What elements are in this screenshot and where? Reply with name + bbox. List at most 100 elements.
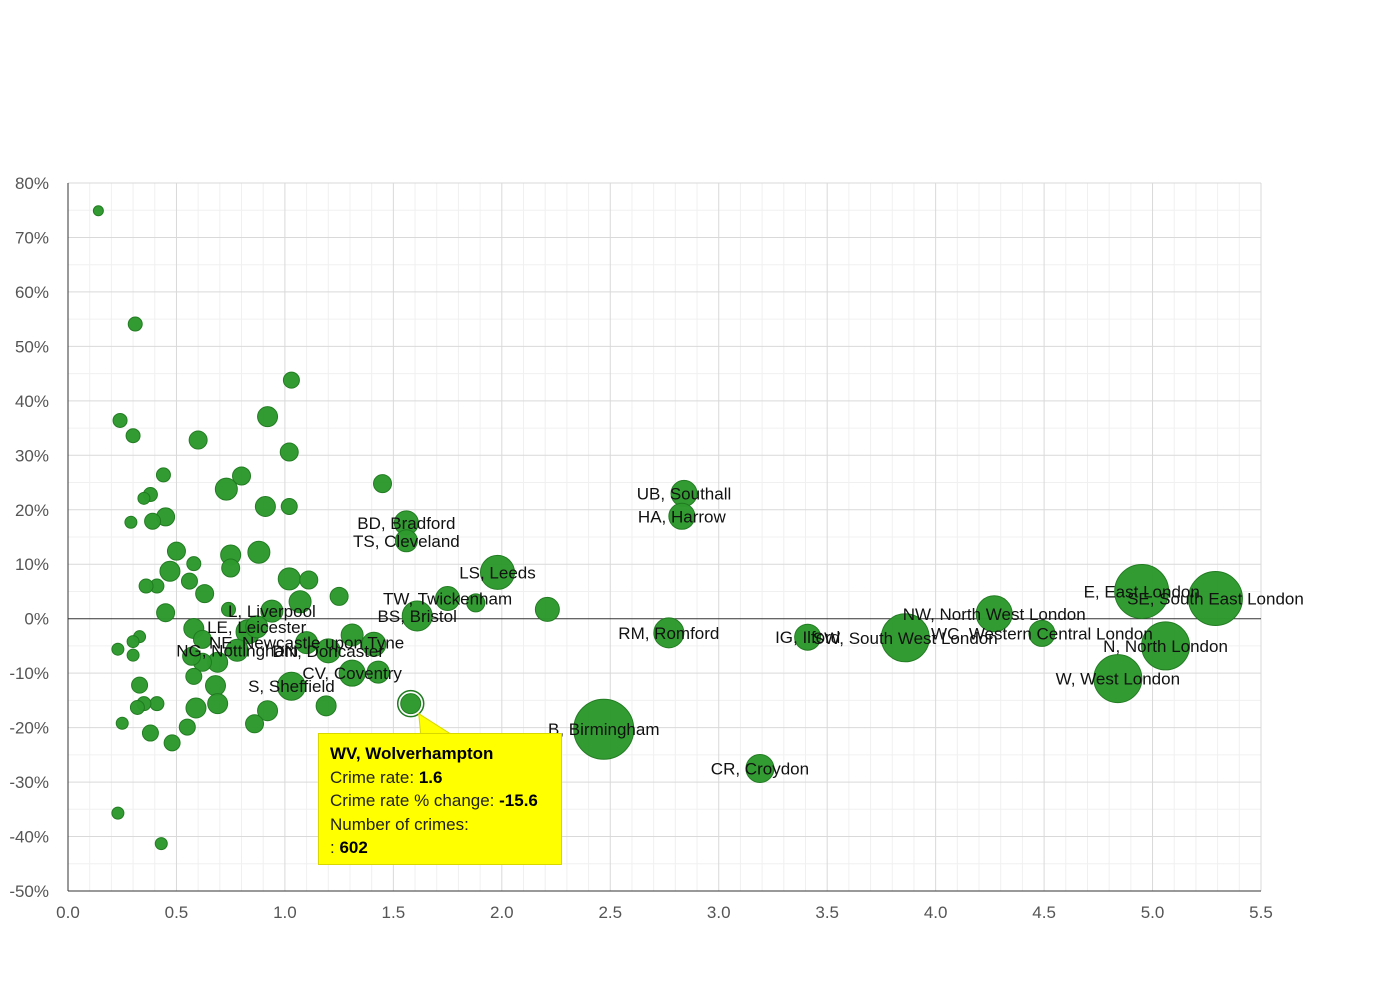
data-bubble xyxy=(245,714,265,734)
data-bubble xyxy=(260,599,284,623)
bubble-label: DN, Doncaster xyxy=(273,642,385,661)
data-bubble xyxy=(880,613,930,663)
data-bubble xyxy=(221,601,237,617)
tooltip-change-row: Crime rate % change: -15.6 xyxy=(330,789,550,813)
bubble-label: BS, Bristol xyxy=(378,607,457,626)
data-bubble xyxy=(111,642,125,656)
data-bubble xyxy=(573,698,635,760)
tooltip-change-label: Crime rate % change: xyxy=(330,791,495,810)
data-bubble xyxy=(257,406,279,428)
data-bubble xyxy=(195,584,215,604)
data-bubble xyxy=(1114,563,1170,619)
data-bubble xyxy=(534,596,560,622)
data-bubble xyxy=(401,600,433,632)
data-bubble xyxy=(245,615,269,639)
data-bubble xyxy=(188,430,208,450)
y-tick-label: -30% xyxy=(9,773,49,792)
y-tick-label: 0% xyxy=(24,610,49,629)
x-tick-label: 3.0 xyxy=(707,903,731,922)
data-bubble xyxy=(115,716,129,730)
data-bubble xyxy=(159,560,181,582)
x-tick-label: 2.5 xyxy=(598,903,622,922)
data-bubble xyxy=(221,558,241,578)
bubble-label: N, North London xyxy=(1103,637,1228,656)
data-bubble xyxy=(124,515,138,529)
data-bubble xyxy=(295,631,319,655)
data-bubble xyxy=(257,700,279,722)
data-bubble xyxy=(400,693,422,715)
tooltip-count-value: 602 xyxy=(339,838,368,857)
x-tick-label: 0.0 xyxy=(56,903,80,922)
data-bubble xyxy=(794,623,822,651)
data-bubble xyxy=(125,428,141,444)
bubble-label: UB, Southall xyxy=(637,484,732,503)
y-tick-label: 60% xyxy=(15,283,49,302)
data-bubble xyxy=(373,474,393,494)
bubble-label: E, East London xyxy=(1084,582,1200,601)
data-bubble xyxy=(1187,571,1243,627)
axes: -50% -40% -30% -20% -10% 0% 10% 20% 30% 40% 50% 60%… xyxy=(9,174,1273,922)
bubble-label: NG, Nottingham xyxy=(176,641,298,660)
tooltip-arrow xyxy=(418,712,453,735)
data-bubble xyxy=(112,412,128,428)
data-bubble xyxy=(154,837,168,851)
bubbles xyxy=(92,205,1243,851)
data-bubble xyxy=(131,676,149,694)
bubble-label: L, Liverpool xyxy=(228,602,316,621)
data-bubble xyxy=(435,586,461,612)
data-bubble xyxy=(1028,619,1056,647)
data-bubble xyxy=(180,572,198,590)
y-tick-label: -10% xyxy=(9,664,49,683)
x-tick-label: 0.5 xyxy=(165,903,189,922)
data-bubble xyxy=(975,595,1013,633)
data-bubble xyxy=(163,734,181,752)
tooltip-title: WV, Wolverhampton xyxy=(330,744,494,763)
data-bubble xyxy=(149,696,165,712)
bubble-label: LS, Leeds xyxy=(459,563,536,582)
data-bubble xyxy=(156,603,176,623)
data-bubble xyxy=(129,699,145,715)
data-bubble xyxy=(1093,654,1143,704)
data-bubble xyxy=(340,623,364,647)
tooltip-count-row: : 602 xyxy=(330,836,550,860)
data-bubble xyxy=(232,466,252,486)
bubble-label: WC, Western Central London xyxy=(931,624,1153,643)
x-tick-label: 4.0 xyxy=(924,903,948,922)
tooltip-crime-rate-value: 1.6 xyxy=(418,767,443,787)
data-bubble xyxy=(653,617,685,649)
bubble-label: RM, Romford xyxy=(618,624,719,643)
y-tick-label: 20% xyxy=(15,501,49,520)
y-tick-label: -40% xyxy=(9,828,49,847)
data-bubble xyxy=(279,442,299,462)
y-tick-label: 80% xyxy=(15,174,49,193)
data-bubble xyxy=(207,693,229,715)
bubble-label: S, Sheffield xyxy=(248,677,335,696)
grid xyxy=(67,182,1262,892)
tooltip-count-label: Number of crimes: xyxy=(330,814,469,834)
data-bubble xyxy=(214,477,238,501)
data-bubble xyxy=(277,567,301,591)
x-tick-label: 5.0 xyxy=(1141,903,1165,922)
tooltip-crime-rate-label: Crime rate: xyxy=(330,767,415,787)
y-tick-label: 50% xyxy=(15,337,49,356)
bubble-label: NW, North West London xyxy=(903,605,1086,624)
data-bubble xyxy=(288,590,312,614)
bubble-label: NE, Newcastle upon Tyne xyxy=(209,634,404,653)
data-bubble xyxy=(329,586,349,606)
data-bubble xyxy=(185,697,207,719)
data-bubble xyxy=(479,554,515,590)
data-bubble xyxy=(126,648,140,662)
bubble-label: W, West London xyxy=(1056,670,1180,689)
y-tick-label: -20% xyxy=(9,719,49,738)
data-bubble xyxy=(204,675,226,697)
bubble-label: CR, Croydon xyxy=(711,759,809,778)
data-bubble xyxy=(338,659,366,687)
data-bubble xyxy=(299,570,319,590)
data-bubble xyxy=(225,638,249,662)
x-tick-label: 5.5 xyxy=(1249,903,1273,922)
x-tick-label: 4.5 xyxy=(1032,903,1056,922)
tooltip-crime-rate-row: Crime rate: 1.6 xyxy=(330,766,550,790)
